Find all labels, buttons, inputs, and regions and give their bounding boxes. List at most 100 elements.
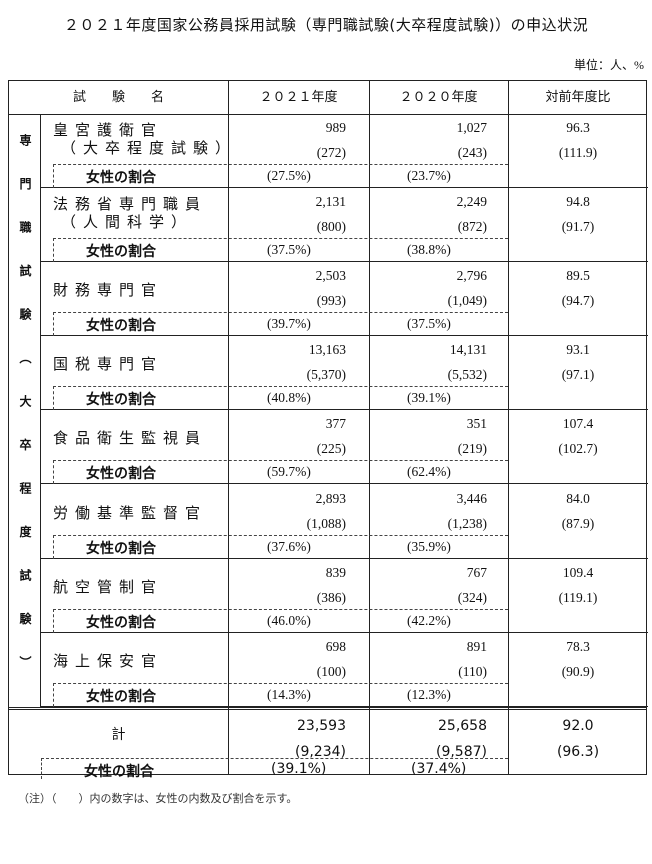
exam-row: 皇宮護衛官 （大卒程度試験） 989 (272) 1,027 (243) 96.… <box>41 114 648 188</box>
female-applicants-2020: (110) <box>458 663 487 679</box>
female-applicants-2021: (800) <box>316 219 346 235</box>
applicants-2020: 3,446 <box>456 490 487 506</box>
total-ratio-female: (96.3) <box>556 744 600 760</box>
yoy-ratio: 89.5 <box>566 268 590 284</box>
female-ratio-2020: (23.7%) <box>407 168 451 183</box>
total-row: 計 23,593 (9,234) 25,658 (9,587) 92.0 (96… <box>9 707 646 780</box>
exam-name: 国税専門官 <box>53 355 164 374</box>
female-ratio-2020: (12.3%) <box>407 686 451 702</box>
yoy-ratio-female: (97.1) <box>561 367 595 383</box>
yoy-ratio-female: (94.7) <box>561 293 595 309</box>
female-ratio-2021: (39.7%) <box>267 316 311 332</box>
female-ratio-2021: (37.6%) <box>267 538 311 554</box>
unit-label: 単位：人、% <box>574 58 644 72</box>
exam-row: 海上保安官 698 (100) 891 (110) 78.3 (90.9) 女性… <box>41 633 648 707</box>
female-ratio-2021: (14.3%) <box>267 686 311 702</box>
exam-row: 食品衛生監視員 377 (225) 351 (219) 107.4 (102.7… <box>41 410 648 485</box>
exam-row: 法務省専門職員 （人間科学） 2,131 (800) 2,249 (872) 9… <box>41 188 648 263</box>
female-ratio-label: 女性の割合 <box>86 614 156 631</box>
female-ratio-2020: (42.2%) <box>407 612 451 628</box>
female-ratio-label: 女性の割合 <box>86 244 156 261</box>
exam-row: 航空管制官 839 (386) 767 (324) 109.4 (119.1) … <box>41 559 648 633</box>
exam-name: 労働基準監督官 <box>53 503 208 522</box>
female-ratio-label: 女性の割合 <box>86 392 156 409</box>
exam-name: 皇宮護衛官 <box>53 121 164 139</box>
applicants-2021: 377 <box>325 416 346 432</box>
female-applicants-2021: (386) <box>316 589 346 605</box>
applicants-2020: 891 <box>466 638 487 654</box>
yoy-ratio: 107.4 <box>562 416 594 432</box>
yoy-ratio-female: (90.9) <box>561 663 595 679</box>
female-applicants-2020: (324) <box>457 589 487 605</box>
female-ratio-label: 女性の割合 <box>86 688 156 705</box>
page-title: ２０２１年度国家公務員採用試験（専門職試験(大卒程度試験)）の申込状況 <box>63 16 589 34</box>
total-2020: 25,658 <box>438 718 487 734</box>
female-ratio-2021: (46.0%) <box>267 612 311 628</box>
header-ratio: 対前年度比 <box>545 90 611 105</box>
female-applicants-2021: (100) <box>316 663 346 679</box>
applicants-2021: 2,893 <box>315 490 346 506</box>
yoy-ratio: 84.0 <box>566 490 590 506</box>
table-header: 試 験 名 ２０２１年度 ２０２０年度 対前年度比 <box>9 81 646 115</box>
applicants-2021: 698 <box>325 638 346 654</box>
female-applicants-2021: (1,088) <box>306 515 346 531</box>
female-ratio-2021: (27.5%) <box>267 168 311 183</box>
applicants-2020: 351 <box>466 416 487 432</box>
exam-subname: （人間科学） <box>61 213 194 232</box>
yoy-ratio-female: (91.7) <box>561 219 595 235</box>
female-ratio-2020: (62.4%) <box>407 464 451 480</box>
yoy-ratio-female: (111.9) <box>558 145 598 160</box>
female-applicants-2020: (1,238) <box>447 515 487 531</box>
female-applicants-2020: (872) <box>457 219 487 235</box>
exam-name: 食品衛生監視員 <box>53 429 208 448</box>
total-2020-female: (9,587) <box>435 744 487 760</box>
female-ratio-label: 女性の割合 <box>86 540 156 557</box>
female-ratio-2020: (39.1%) <box>407 390 451 406</box>
exam-name: 航空管制官 <box>53 577 164 596</box>
female-ratio-2020: (38.8%) <box>407 242 451 258</box>
female-ratio-2021: (40.8%) <box>267 390 311 406</box>
applicants-2020: 2,249 <box>456 194 487 210</box>
female-ratio-label: 女性の割合 <box>86 318 156 335</box>
exam-row: 国税専門官 13,163 (5,370) 14,131 (5,532) 93.1… <box>41 336 648 411</box>
exam-name: 海上保安官 <box>53 651 164 670</box>
female-applicants-2021: (5,370) <box>306 367 346 383</box>
yoy-ratio: 93.1 <box>566 342 590 358</box>
female-applicants-2020: (5,532) <box>447 367 487 383</box>
footnote: （注）（ ）内の数字は、女性の内数及び割合を示す。 <box>18 792 298 805</box>
total-2021-female: (9,234) <box>294 744 346 760</box>
total-female-label: 女性の割合 <box>84 764 154 780</box>
header-exam-name: 試 験 名 <box>72 90 164 105</box>
female-applicants-2021: (272) <box>316 145 346 160</box>
exam-row: 財務専門官 2,503 (993) 2,796 (1,049) 89.5 (94… <box>41 262 648 337</box>
female-ratio-2020: (35.9%) <box>407 538 451 554</box>
exam-name: 法務省専門職員 <box>53 195 208 214</box>
female-ratio-2021: (37.5%) <box>267 242 311 258</box>
yoy-ratio: 94.8 <box>566 194 590 210</box>
applicants-2021: 13,163 <box>308 342 346 358</box>
female-applicants-2020: (219) <box>457 441 487 457</box>
female-applicants-2020: (1,049) <box>447 293 487 309</box>
applicants-2020: 14,131 <box>449 342 487 358</box>
female-applicants-2021: (993) <box>316 293 346 309</box>
exam-subname: （大卒程度試験） <box>61 139 238 157</box>
yoy-ratio: 109.4 <box>562 564 594 580</box>
applicants-2020: 767 <box>466 564 487 580</box>
yoy-ratio-female: (102.7) <box>558 441 598 457</box>
yoy-ratio-female: (87.9) <box>561 515 595 531</box>
female-ratio-2021: (59.7%) <box>267 464 311 480</box>
total-female-ratio-2020: (37.4%) <box>411 761 467 777</box>
female-applicants-2021: (225) <box>316 441 346 457</box>
yoy-ratio: 78.3 <box>566 638 590 654</box>
yoy-ratio-female: (119.1) <box>558 589 598 605</box>
female-applicants-2020: (243) <box>457 145 487 160</box>
applicants-2021: 2,503 <box>315 268 346 284</box>
header-2020: ２０２０年度 <box>399 90 478 105</box>
category-label: 専門職試験︵大卒程度試験︶ <box>9 114 41 707</box>
yoy-ratio: 96.3 <box>566 120 590 135</box>
applicants-2021: 989 <box>325 120 346 135</box>
applicants-2020: 1,027 <box>456 120 487 135</box>
exam-name: 財務専門官 <box>53 281 164 300</box>
application-status-table: 試 験 名 ２０２１年度 ２０２０年度 対前年度比 専門職試験︵大卒程度試験︶ … <box>8 80 648 780</box>
total-female-ratio-2021: (39.1%) <box>271 761 327 777</box>
